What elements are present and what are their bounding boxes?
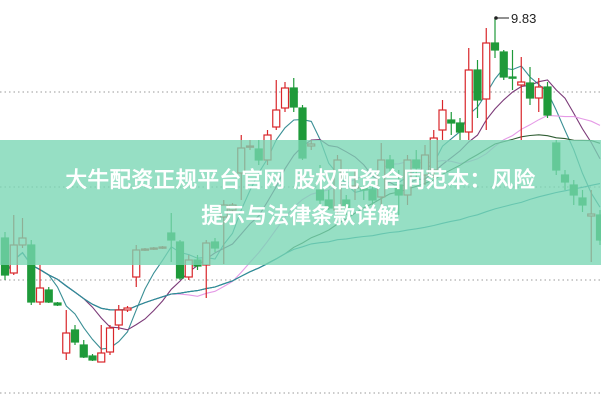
candle-body: [473, 69, 482, 101]
candle-down: [455, 118, 465, 140]
candle-up: [97, 325, 106, 363]
candle-down: [53, 302, 62, 306]
candle-down: [543, 82, 552, 118]
candle-body: [482, 42, 491, 100]
candle-down: [44, 287, 53, 303]
candle-down: [525, 67, 535, 105]
candle-down: [499, 50, 508, 80]
title-line-1: 大牛配资正规平台官网 股权配资合同范本：风险: [65, 168, 536, 193]
candle-up: [272, 80, 281, 130]
candle-body: [508, 76, 517, 79]
candle-body: [499, 51, 508, 78]
max-price-label: 9.83: [511, 11, 536, 26]
candle-down: [473, 60, 482, 118]
candle-body: [289, 87, 298, 108]
candle-up: [438, 100, 447, 140]
candle-body: [97, 352, 106, 363]
candle-down: [490, 18, 500, 58]
candle-body: [44, 289, 53, 303]
candle-body: [35, 287, 45, 303]
candle-body: [447, 119, 456, 124]
candle-body: [525, 82, 535, 99]
candle-down: [88, 354, 97, 361]
candle-body: [53, 302, 62, 306]
title-line-2: 提示与法律条款详解: [201, 204, 400, 229]
candle-up: [482, 28, 491, 130]
candle-up: [280, 82, 290, 112]
max-price-annotation: 9.83: [494, 11, 536, 26]
candle-up: [62, 310, 71, 360]
candle-body: [123, 307, 132, 311]
candle-body: [70, 329, 80, 343]
candle-down: [508, 50, 517, 90]
candle-body: [114, 309, 123, 326]
candle-down: [70, 325, 80, 345]
candle-down: [79, 340, 88, 358]
candle-body: [464, 69, 473, 133]
candle-body: [490, 42, 500, 51]
candle-down: [289, 78, 298, 112]
candle-body: [517, 81, 526, 86]
candle-up: [517, 57, 526, 140]
candle-up: [105, 325, 115, 355]
candle-body: [534, 86, 543, 99]
candle-body: [62, 332, 71, 354]
candle-body: [105, 327, 115, 353]
candle-up: [123, 306, 132, 312]
candle-body: [455, 122, 465, 133]
candle-body: [272, 109, 281, 128]
candle-body: [79, 344, 88, 358]
candle-body: [280, 87, 290, 109]
candle-body: [543, 86, 552, 116]
max-price-dot: [494, 16, 498, 20]
title-banner: [0, 140, 601, 265]
candle-body: [88, 355, 97, 361]
candle-up: [534, 78, 543, 112]
candle-body: [438, 109, 447, 131]
article-title: 大牛配资正规平台官网 股权配资合同范本：风险 提示与法律条款详解: [0, 163, 601, 235]
candle-down: [447, 112, 456, 135]
candle-up: [114, 305, 123, 330]
candle-up: [35, 265, 45, 305]
candle-up: [464, 48, 473, 140]
